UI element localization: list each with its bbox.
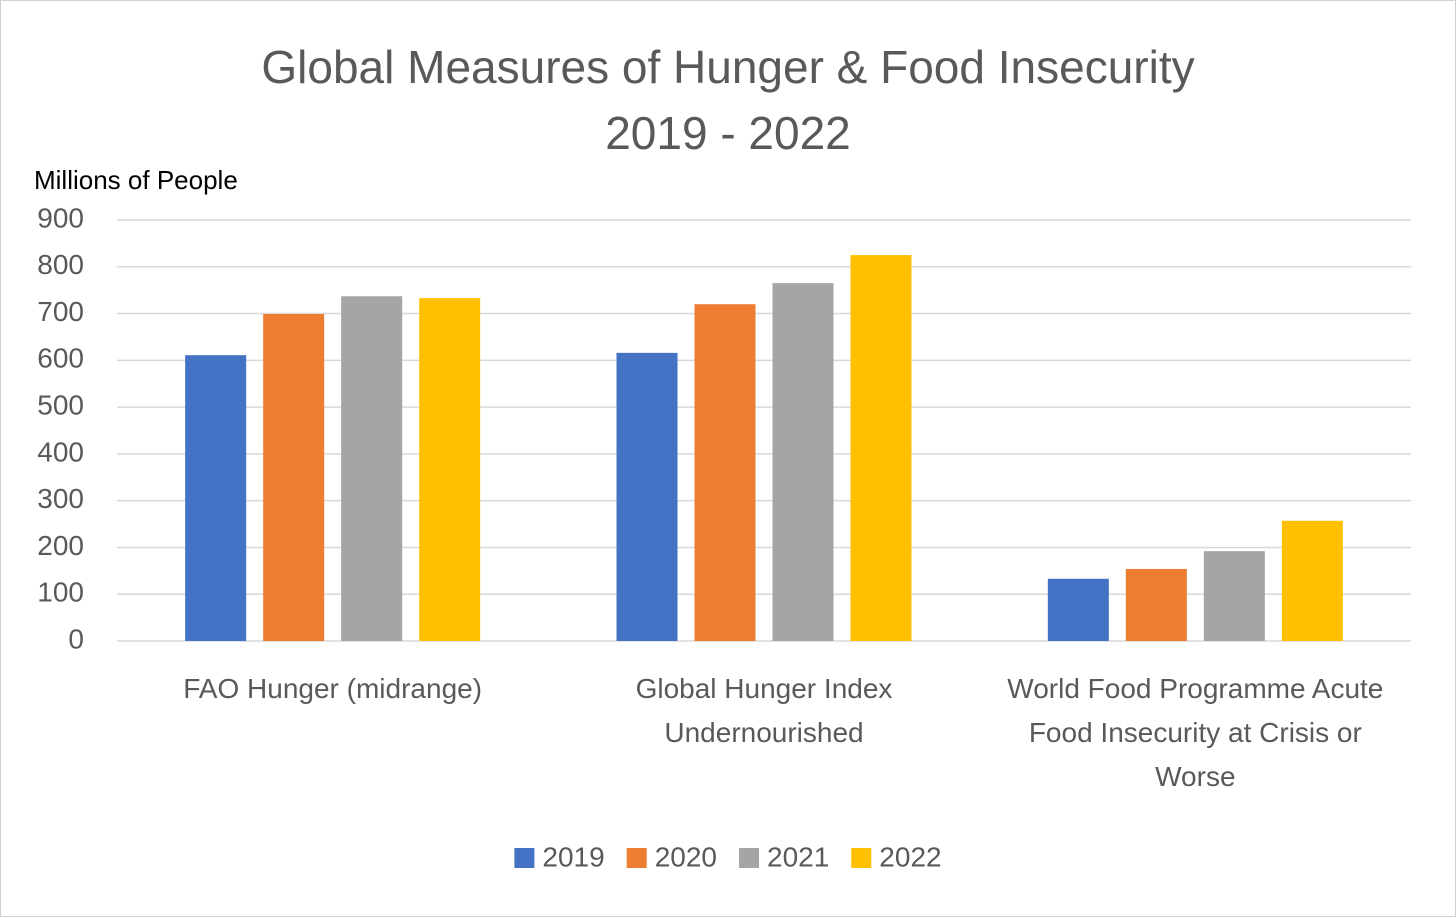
legend-swatch [626,848,647,868]
bar [772,283,834,641]
bar [850,255,912,642]
legend-label: 2021 [767,841,829,872]
legend-swatch [739,848,759,868]
bar [419,298,481,641]
legend-label: 2019 [542,841,604,872]
y-axis-label: Millions of People [34,165,238,195]
x-tick-label: FAO Hunger (midrange) [183,673,483,704]
bar [1281,520,1343,641]
x-tick-label: Global Hunger Index Undernourished [635,673,893,748]
y-tick-label: 600 [37,343,84,374]
chart-subtitle: 2019 - 2022 [605,107,851,159]
bar [1125,568,1187,641]
bar [341,296,403,641]
chart-title: Global Measures of Hunger & Food Insecur… [261,41,1194,93]
bar [616,352,678,641]
y-tick-label: 400 [37,436,84,467]
y-tick-label: 0 [68,623,84,654]
y-tick-label: 500 [37,390,84,421]
y-tick-label: 900 [37,202,84,233]
bar [694,304,756,641]
x-tick-label: World Food Programme Acute Food Insecuri… [1007,673,1384,792]
bar [1203,551,1265,641]
bar [263,314,325,641]
bar [185,355,247,641]
y-tick-label: 200 [37,530,84,561]
y-tick-label: 800 [37,249,84,280]
legend-label: 2022 [879,841,941,872]
y-tick-label: 700 [37,296,84,327]
y-tick-label: 300 [37,483,84,514]
legend-swatch [514,848,535,868]
legend-swatch [851,848,872,868]
bar [1047,578,1109,641]
y-tick-label: 100 [37,577,84,608]
legend-label: 2020 [655,841,717,872]
